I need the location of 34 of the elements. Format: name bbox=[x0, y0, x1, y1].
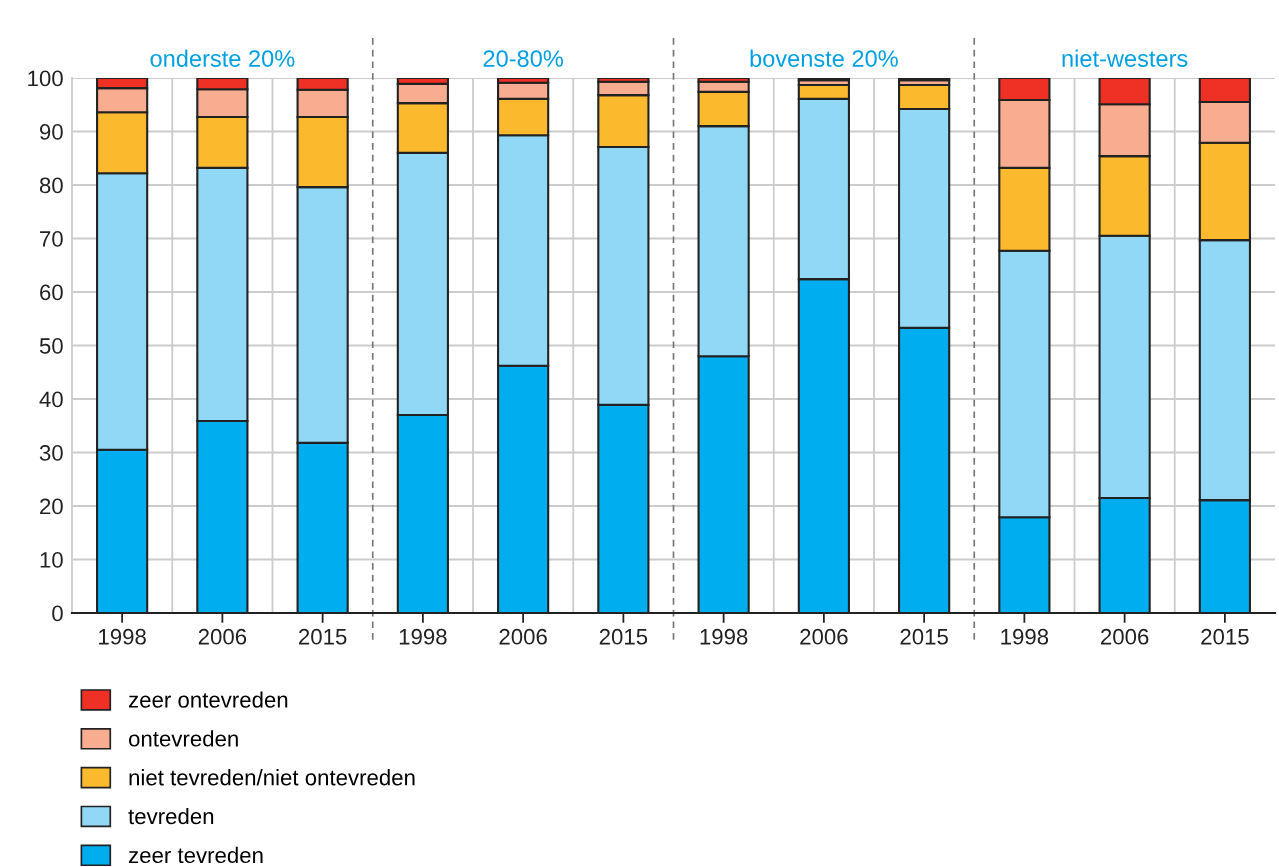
legend-label: tevreden bbox=[128, 807, 214, 825]
text: niet-westers bbox=[1062, 49, 1188, 67]
bar bbox=[898, 78, 951, 82]
legend-label: zeer ontevreden bbox=[128, 691, 288, 708]
y-tick-label: 100 bbox=[28, 70, 63, 87]
y-tick-label: 80 bbox=[39, 177, 63, 194]
text: bovenste 20% bbox=[750, 49, 898, 67]
y-tick-label: 0 bbox=[52, 605, 63, 622]
y-tick-label: 70 bbox=[40, 231, 63, 247]
x-tick-label: 1998 bbox=[1001, 628, 1049, 645]
y-tick-label: 60 bbox=[40, 284, 63, 301]
legend-label: zeer tevreden bbox=[128, 846, 263, 864]
y-tick-label: 40 bbox=[39, 391, 63, 408]
text: onderste 20% bbox=[150, 49, 295, 67]
x-tick-label: 2006 bbox=[198, 628, 247, 645]
y-tick-label: 50 bbox=[39, 338, 63, 354]
x-tick-label: 2006 bbox=[800, 628, 848, 645]
x-tick-label: 2006 bbox=[1101, 628, 1149, 645]
legend-label: niet tevreden/niet ontevreden bbox=[129, 769, 415, 786]
x-tick-label: 2015 bbox=[900, 628, 948, 645]
y-tick-label: 20 bbox=[40, 498, 63, 515]
x-tick-label: 1998 bbox=[399, 628, 447, 645]
x-tick-label: 2006 bbox=[499, 628, 547, 645]
y-tick-label: 90 bbox=[39, 124, 63, 140]
y-tick-label: 10 bbox=[40, 552, 63, 568]
x-tick-label: 2015 bbox=[599, 628, 648, 645]
text: 20-80% bbox=[483, 50, 563, 67]
y-tick-label: 30 bbox=[39, 445, 63, 461]
x-tick-label: 2015 bbox=[1201, 628, 1249, 645]
bar bbox=[797, 78, 850, 82]
legend-label: ontevreden bbox=[128, 730, 238, 747]
x-tick-label: 1998 bbox=[99, 628, 146, 645]
x-tick-label: 1998 bbox=[700, 628, 748, 645]
x-tick-label: 2015 bbox=[299, 628, 347, 645]
